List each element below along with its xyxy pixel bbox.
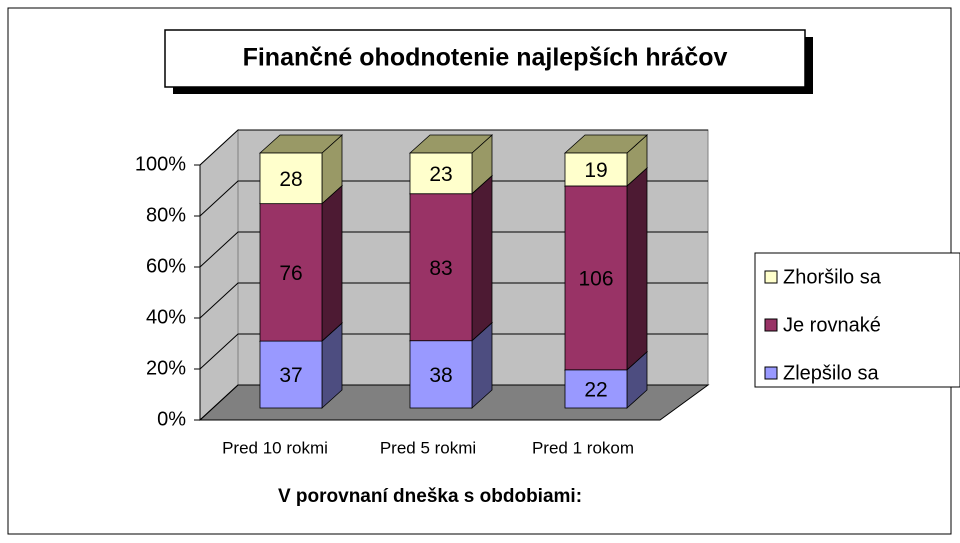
side-wall [199,128,239,422]
data-label: 38 [429,364,452,387]
y-tick-label: 60% [146,255,186,277]
bar [564,369,628,409]
grid-line [199,384,708,421]
grid-line [199,231,708,268]
legend-swatch [764,270,778,284]
data-label: 23 [429,163,452,186]
y-tick-label: 20% [146,357,186,379]
bar [259,152,323,205]
data-label: 22 [584,378,607,401]
y-tick-label: 0% [157,408,186,430]
grid-line [199,333,708,370]
bar-side [321,184,343,342]
data-label: 76 [279,262,302,285]
bar-side [626,167,648,371]
legend-label: Zhoršilo sa [783,266,882,288]
bar [564,152,628,187]
grid-line [199,129,708,166]
legend-label: Zlepšilo sa [783,362,879,384]
x-tick-label: Pred 10 rokmi [222,438,328,457]
grid-line [199,180,708,217]
bar-side [471,174,493,342]
x-axis-title: V porovnaní dneška s obdobiami: [278,486,582,507]
bar [259,203,323,342]
data-label: 106 [578,267,613,290]
data-label: 19 [584,159,607,182]
bar [409,340,473,409]
bar [409,152,473,195]
x-tick-label: Pred 5 rokmi [380,438,476,457]
y-tick-label: 80% [146,204,186,226]
data-label: 37 [279,364,302,387]
title-box [164,29,806,88]
legend-swatch [764,318,778,332]
grid-line [199,282,708,319]
legend-label: Je rovnaké [783,314,881,336]
x-tick-label: Pred 1 rokom [532,438,634,457]
legend [754,252,960,388]
data-label: 83 [429,257,452,280]
bar [564,185,628,371]
legend-swatch [764,366,778,380]
chart-title: Finančné ohodnotenie najlepších hráčov [243,44,728,72]
y-tick-label: 100% [135,153,186,175]
data-label: 28 [279,168,302,191]
y-tick-label: 40% [146,306,186,328]
bar [409,193,473,342]
bar [259,340,323,409]
